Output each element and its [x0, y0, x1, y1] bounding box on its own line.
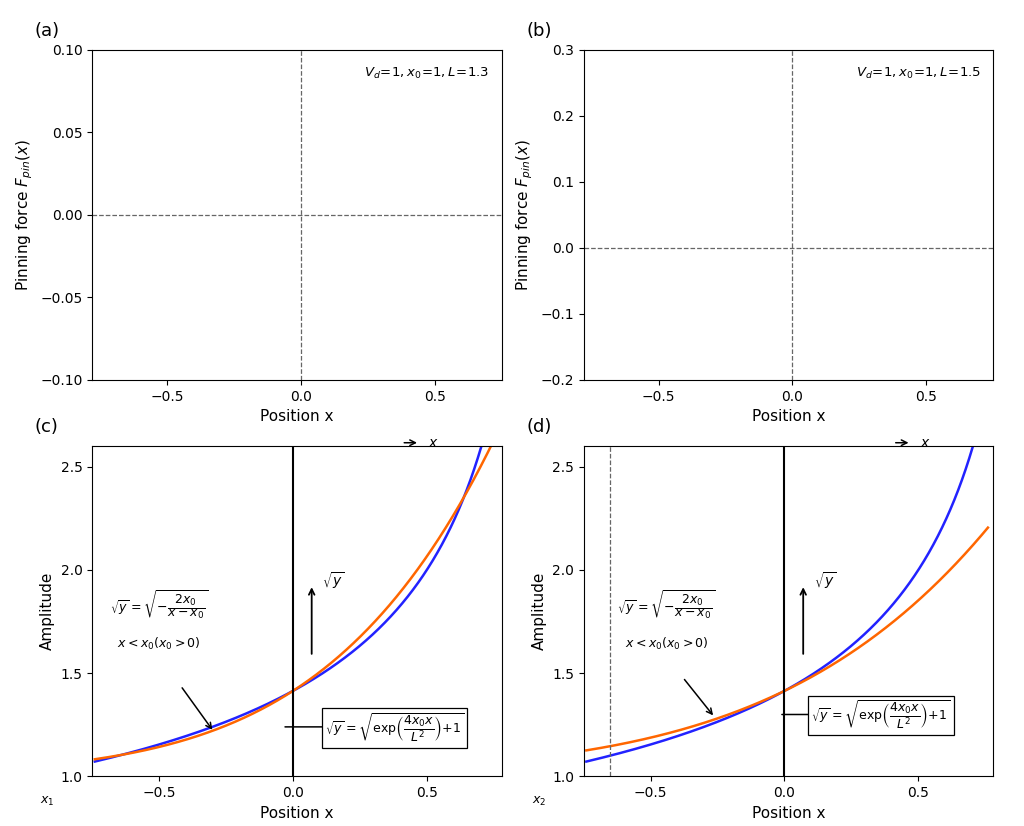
X-axis label: Position x: Position x: [752, 805, 825, 821]
Text: $\sqrt{y}=\sqrt{\exp\!\left(\dfrac{4x_0x}{L^2}\right)\!+\!1}$: $\sqrt{y}=\sqrt{\exp\!\left(\dfrac{4x_0x…: [325, 711, 464, 744]
Text: $\sqrt{y}=\sqrt{\exp\!\left(\dfrac{4x_0x}{L^2}\right)\!+\!1}$: $\sqrt{y}=\sqrt{\exp\!\left(\dfrac{4x_0x…: [811, 699, 950, 732]
X-axis label: Position x: Position x: [260, 409, 334, 425]
Text: $V_d\!=\!1,x_0\!=\!1,L\!=\!1.3$: $V_d\!=\!1,x_0\!=\!1,L\!=\!1.3$: [365, 66, 489, 81]
Text: (c): (c): [35, 418, 58, 436]
Text: (d): (d): [526, 418, 552, 436]
Text: $x_2$: $x_2$: [531, 795, 546, 808]
Text: $V_d\!=\!1,x_0\!=\!1,L\!=\!1.5$: $V_d\!=\!1,x_0\!=\!1,L\!=\!1.5$: [856, 66, 981, 81]
Text: $x$: $x$: [920, 436, 930, 449]
X-axis label: Position x: Position x: [260, 805, 334, 821]
Y-axis label: Amplitude: Amplitude: [531, 572, 547, 650]
Text: $x<x_0(x_0>0)$: $x<x_0(x_0>0)$: [625, 636, 709, 653]
Text: (a): (a): [35, 21, 60, 40]
Text: $x$: $x$: [428, 436, 438, 449]
Y-axis label: Amplitude: Amplitude: [40, 572, 55, 650]
Text: $\sqrt{y}$: $\sqrt{y}$: [323, 570, 344, 591]
Text: $x<x_0(x_0>0)$: $x<x_0(x_0>0)$: [117, 636, 201, 653]
Y-axis label: Pinning force $F_{pin}(x)$: Pinning force $F_{pin}(x)$: [14, 139, 35, 291]
Text: (b): (b): [526, 21, 552, 40]
Text: $\sqrt{y}=\sqrt{-\dfrac{2x_0}{x-x_0}}$: $\sqrt{y}=\sqrt{-\dfrac{2x_0}{x-x_0}}$: [110, 589, 208, 621]
Text: $x_1$: $x_1$: [40, 795, 54, 808]
Text: $\sqrt{y}$: $\sqrt{y}$: [814, 570, 836, 591]
X-axis label: Position x: Position x: [752, 409, 825, 425]
Text: $\sqrt{y}=\sqrt{-\dfrac{2x_0}{x-x_0}}$: $\sqrt{y}=\sqrt{-\dfrac{2x_0}{x-x_0}}$: [617, 589, 716, 621]
Y-axis label: Pinning force $F_{pin}(x)$: Pinning force $F_{pin}(x)$: [514, 139, 535, 291]
